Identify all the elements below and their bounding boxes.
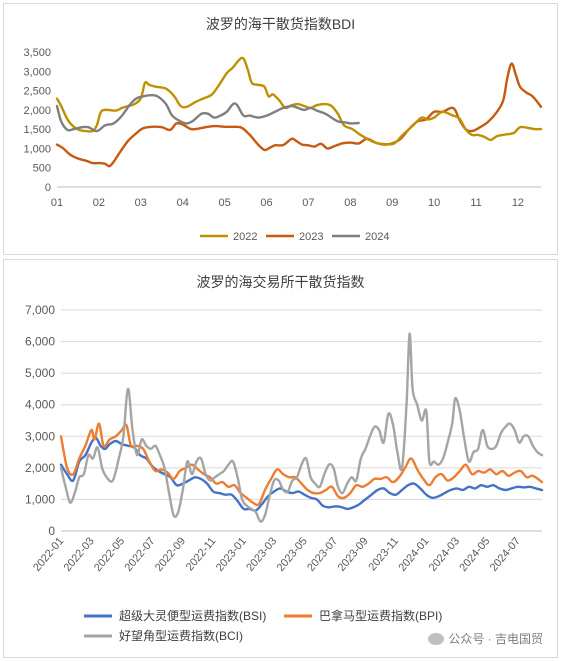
bdi-chart-panel: 波罗的海干散货指数BDI 0 500 1,000 1,500 2,000 2,500 3,0…	[3, 3, 558, 255]
x-tick-label: 2022-09	[153, 535, 188, 574]
bdi-chart-title: 波罗的海干散货指数BDI	[205, 16, 356, 32]
y-tick-label: 1,000	[23, 143, 51, 155]
x-tick-label: 11	[470, 197, 481, 209]
watermark: 公众号 · 吉电国贸	[428, 630, 543, 647]
x-tick-label: 01	[51, 197, 63, 209]
x-tick-label: 2022-01	[31, 535, 66, 574]
x-tick-label: 2022-11	[184, 535, 219, 573]
x-tick-label: 06	[260, 197, 272, 209]
x-tick-label: 2023-11	[367, 535, 402, 573]
x-tick-label: 2023-09	[336, 535, 371, 574]
x-tick-label: 2024-03	[427, 535, 462, 574]
y-tick-label: 4,000	[25, 398, 55, 412]
x-tick-label: 08	[344, 197, 356, 209]
y-tick-label: 2,500	[23, 86, 51, 98]
series-line-2	[59, 332, 544, 523]
y-tick-label: 5,000	[25, 366, 55, 380]
series-line-2024	[55, 93, 360, 133]
series-line-1	[59, 422, 544, 507]
y-tick-label: 1,500	[23, 124, 51, 136]
x-tick-label: 05	[218, 197, 230, 209]
watermark-text: 公众号 · 吉电国贸	[448, 632, 543, 646]
y-tick-label: 3,500	[23, 47, 51, 59]
y-tick-label: 0	[45, 182, 51, 194]
series-line-2023	[55, 62, 543, 168]
y-tick-label: 2,000	[25, 461, 55, 475]
x-tick-label: 2023-03	[244, 535, 279, 574]
y-tick-label: 0	[48, 524, 55, 538]
legend-label: 巴拿马型运费指数(BPI)	[319, 608, 442, 623]
x-tick-label: 03	[135, 197, 147, 209]
x-tick-label: 2023-01	[214, 535, 249, 574]
y-tick-label: 6,000	[25, 335, 55, 349]
x-tick-label: 2023-07	[305, 535, 340, 574]
legend-label: 2024	[365, 231, 389, 243]
y-tick-label: 3,000	[25, 429, 55, 443]
wechat-icon	[428, 632, 445, 645]
y-tick-label: 1,000	[25, 492, 55, 506]
y-tick-label: 3,000	[23, 66, 51, 78]
y-tick-label: 7,000	[25, 303, 55, 317]
legend-label: 2023	[299, 231, 323, 243]
bdi-chart-svg: 0 500 1,000 1,500 2,000 2,500 3,000 3,500 01 02 03…	[23, 47, 543, 243]
x-tick-label: 2024-01	[396, 535, 431, 574]
x-tick-label: 2023-05	[275, 535, 310, 574]
x-tick-label: 2022-03	[62, 535, 97, 574]
x-tick-label: 2022-07	[122, 535, 157, 574]
legend-label: 2022	[233, 231, 257, 243]
y-tick-label: 2,000	[23, 105, 51, 117]
legend-label: 好望角型运费指数(BCI)	[119, 628, 243, 643]
x-tick-label: 02	[93, 197, 105, 209]
baltic-index-chart-svg: 0 1,000 2,000 3,000 4,000 5,000 6,000 7,000 2022…	[25, 303, 544, 643]
x-tick-label: 2022-05	[92, 535, 127, 574]
baltic-index-chart-panel: 波罗的海交易所干散货指数 0 1,000 2,000 3,000 4,000 5,000 6…	[3, 259, 558, 658]
series-line-2022	[357, 110, 543, 146]
legend-label: 超级大灵便型运费指数(BSI)	[119, 608, 266, 623]
x-tick-label: 12	[512, 197, 524, 209]
y-tick-label: 500	[33, 163, 51, 175]
x-tick-label: 07	[302, 197, 314, 209]
x-tick-label: 10	[428, 197, 440, 209]
x-tick-label: 09	[386, 197, 398, 209]
x-tick-label: 04	[177, 197, 189, 209]
x-tick-label: 2024-07	[488, 535, 523, 574]
x-tick-label: 2024-05	[457, 535, 492, 574]
series-line-2022	[55, 56, 360, 135]
baltic-index-chart-title: 波罗的海交易所干散货指数	[196, 274, 365, 290]
